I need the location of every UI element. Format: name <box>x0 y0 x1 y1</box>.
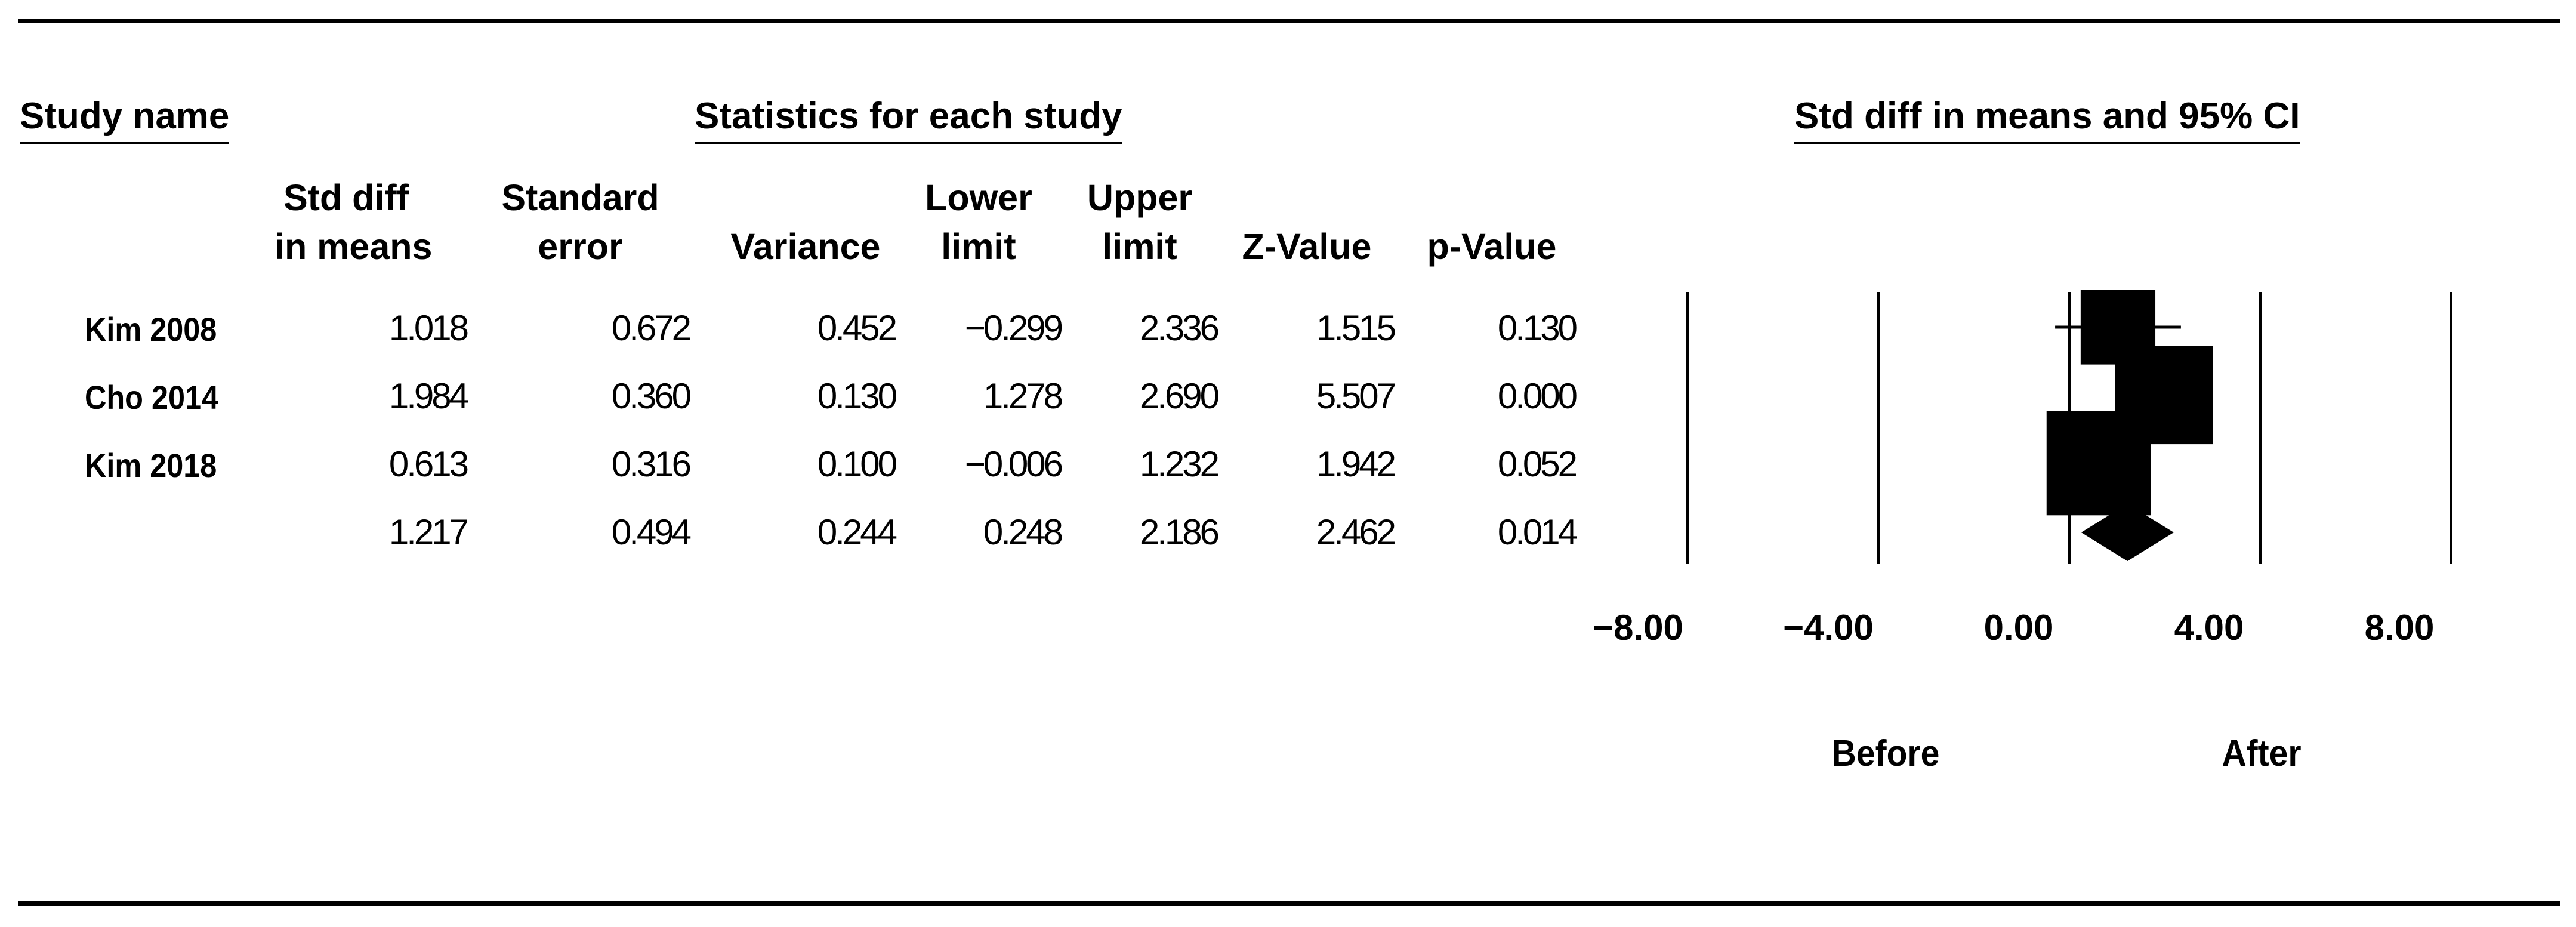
col-header-line1: Std diff <box>283 177 409 218</box>
cell-se: 0.672 <box>611 308 692 348</box>
top-rule <box>18 19 2560 23</box>
col-header-line1: Standard <box>501 177 659 218</box>
col-header-std-diff: Std diff in means <box>274 173 433 271</box>
study-name: Kim 2008 <box>85 310 217 348</box>
cell-z: 1.515 <box>1316 308 1396 348</box>
col-header-line2: limit <box>941 226 1016 267</box>
col-header-p: p-Value <box>1411 173 1572 271</box>
cell-std-diff: 0.613 <box>388 444 469 484</box>
col-header-line2: error <box>538 226 623 267</box>
summary-cell-std-diff: 1.217 <box>388 512 469 552</box>
col-header-line2: limit <box>1102 226 1177 267</box>
cell-variance: 0.452 <box>817 308 897 348</box>
cell-lower: 1.278 <box>983 376 1063 416</box>
cell-p: 0.000 <box>1497 376 1578 416</box>
x-tick-label: −8.00 <box>1593 608 1683 648</box>
cell-p: 0.052 <box>1497 444 1578 484</box>
direction-label-after: After <box>2222 733 2302 774</box>
summary-cell-lower: 0.248 <box>983 512 1063 552</box>
col-header-variance: Variance <box>710 173 901 271</box>
bottom-rule <box>18 901 2560 906</box>
col-header-z: Z-Value <box>1229 173 1384 271</box>
cell-upper: 2.336 <box>1139 308 1220 348</box>
study-name-header: Study name <box>20 98 230 144</box>
col-header-upper: Upper limit <box>1074 173 1205 271</box>
study-name: Cho 2014 <box>85 378 219 416</box>
cell-lower: −0.299 <box>964 308 1063 348</box>
statistics-header: Statistics for each study <box>695 98 1122 144</box>
summary-cell-z: 2.462 <box>1316 512 1396 552</box>
plot-header: Std diff in means and 95% CI <box>1794 98 2300 144</box>
cell-lower: −0.006 <box>964 444 1063 484</box>
col-header-se: Standard error <box>486 173 674 271</box>
cell-se: 0.316 <box>611 444 692 484</box>
cell-variance: 0.100 <box>817 444 897 484</box>
cell-upper: 2.690 <box>1139 376 1220 416</box>
cell-upper: 1.232 <box>1139 444 1220 484</box>
summary-cell-se: 0.494 <box>611 512 692 552</box>
cell-variance: 0.130 <box>817 376 897 416</box>
cell-p: 0.130 <box>1497 308 1578 348</box>
x-tick-label: 4.00 <box>2174 608 2244 648</box>
point-estimate-marker <box>2046 411 2151 516</box>
cell-std-diff: 1.984 <box>388 376 469 416</box>
col-header-line2: Z-Value <box>1242 226 1372 267</box>
summary-diamond <box>2081 504 2174 561</box>
col-header-line1: Upper <box>1087 177 1193 218</box>
col-header-line2: p-Value <box>1427 226 1557 267</box>
col-header-line2: in means <box>274 226 433 267</box>
col-header-line2: Variance <box>730 226 881 267</box>
summary-cell-p: 0.014 <box>1497 512 1578 552</box>
cell-std-diff: 1.018 <box>388 308 469 348</box>
col-header-lower: Lower limit <box>913 173 1044 271</box>
summary-cell-variance: 0.244 <box>817 512 897 552</box>
x-tick-label: 0.00 <box>1983 608 2054 648</box>
cell-se: 0.360 <box>611 376 692 416</box>
summary-cell-upper: 2.186 <box>1139 512 1220 552</box>
study-name: Kim 2018 <box>85 446 217 484</box>
direction-label-before: Before <box>1831 733 1940 774</box>
x-tick-label: −4.00 <box>1783 608 1874 648</box>
x-tick-label: 8.00 <box>2364 608 2435 648</box>
cell-z: 1.942 <box>1316 444 1396 484</box>
col-header-line1: Lower <box>925 177 1032 218</box>
cell-z: 5.507 <box>1316 376 1396 416</box>
